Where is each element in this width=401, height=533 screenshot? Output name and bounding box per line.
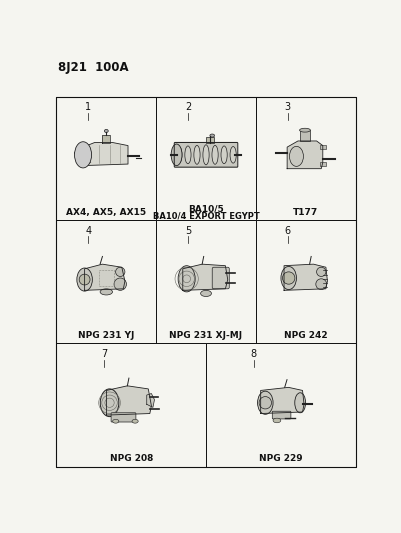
Bar — [255, 220, 355, 343]
Text: BA10/5: BA10/5 — [188, 205, 223, 214]
FancyBboxPatch shape — [271, 411, 290, 419]
Text: AX4, AX5, AX15: AX4, AX5, AX15 — [66, 208, 146, 217]
Ellipse shape — [294, 393, 305, 413]
Text: 2: 2 — [184, 102, 191, 112]
Bar — [156, 97, 255, 220]
Polygon shape — [260, 387, 303, 414]
Ellipse shape — [221, 146, 227, 164]
Ellipse shape — [178, 265, 195, 292]
Circle shape — [114, 278, 126, 290]
Bar — [56, 220, 156, 343]
Text: 8J21  100A: 8J21 100A — [58, 61, 128, 74]
Ellipse shape — [299, 128, 310, 132]
Bar — [56, 97, 156, 220]
Polygon shape — [83, 142, 128, 166]
FancyBboxPatch shape — [111, 413, 136, 422]
Bar — [319, 145, 325, 149]
Ellipse shape — [184, 146, 190, 164]
Circle shape — [315, 279, 326, 289]
Text: NPG 231 XJ-MJ: NPG 231 XJ-MJ — [169, 332, 242, 340]
Polygon shape — [106, 386, 151, 415]
Ellipse shape — [200, 290, 211, 296]
Ellipse shape — [257, 391, 272, 414]
Text: NPG 231 YJ: NPG 231 YJ — [78, 332, 134, 340]
Circle shape — [79, 274, 90, 285]
Ellipse shape — [209, 134, 214, 137]
Text: 8: 8 — [250, 349, 256, 359]
Ellipse shape — [203, 145, 209, 165]
Text: 3: 3 — [284, 102, 290, 112]
Circle shape — [83, 151, 91, 159]
Bar — [206, 343, 355, 467]
Ellipse shape — [104, 130, 108, 133]
Polygon shape — [84, 264, 125, 290]
Circle shape — [259, 397, 271, 409]
Text: NPG 229: NPG 229 — [258, 455, 302, 464]
Text: 5: 5 — [184, 225, 191, 236]
Text: 6: 6 — [284, 225, 290, 236]
Ellipse shape — [77, 268, 92, 291]
Ellipse shape — [175, 147, 182, 163]
Ellipse shape — [272, 418, 280, 423]
Text: NPG 242: NPG 242 — [283, 332, 327, 340]
Ellipse shape — [74, 142, 91, 168]
Text: BA10/4 EXPORT EGYPT: BA10/4 EXPORT EGYPT — [152, 211, 259, 220]
Bar — [156, 220, 255, 343]
Circle shape — [316, 267, 325, 277]
Text: 1: 1 — [85, 102, 91, 112]
Bar — [206, 137, 213, 143]
Ellipse shape — [229, 147, 236, 163]
Circle shape — [282, 272, 294, 284]
Polygon shape — [284, 264, 327, 290]
Ellipse shape — [280, 266, 296, 289]
Bar — [299, 130, 310, 141]
Text: 4: 4 — [85, 225, 91, 236]
Polygon shape — [102, 135, 110, 142]
Ellipse shape — [132, 419, 138, 423]
Polygon shape — [286, 141, 322, 168]
Circle shape — [115, 267, 125, 277]
FancyBboxPatch shape — [174, 142, 237, 168]
Text: NPG 208: NPG 208 — [109, 455, 152, 464]
Ellipse shape — [100, 389, 119, 417]
Text: T177: T177 — [292, 208, 318, 217]
Ellipse shape — [193, 146, 200, 164]
Ellipse shape — [171, 144, 182, 166]
Ellipse shape — [211, 146, 218, 164]
Polygon shape — [182, 264, 227, 290]
Ellipse shape — [112, 419, 119, 423]
Ellipse shape — [100, 289, 112, 295]
Bar — [56, 343, 206, 467]
FancyBboxPatch shape — [212, 267, 229, 289]
Polygon shape — [146, 393, 154, 407]
Text: 7: 7 — [101, 349, 107, 359]
Bar — [255, 97, 355, 220]
Bar — [319, 161, 325, 166]
Ellipse shape — [289, 147, 303, 166]
